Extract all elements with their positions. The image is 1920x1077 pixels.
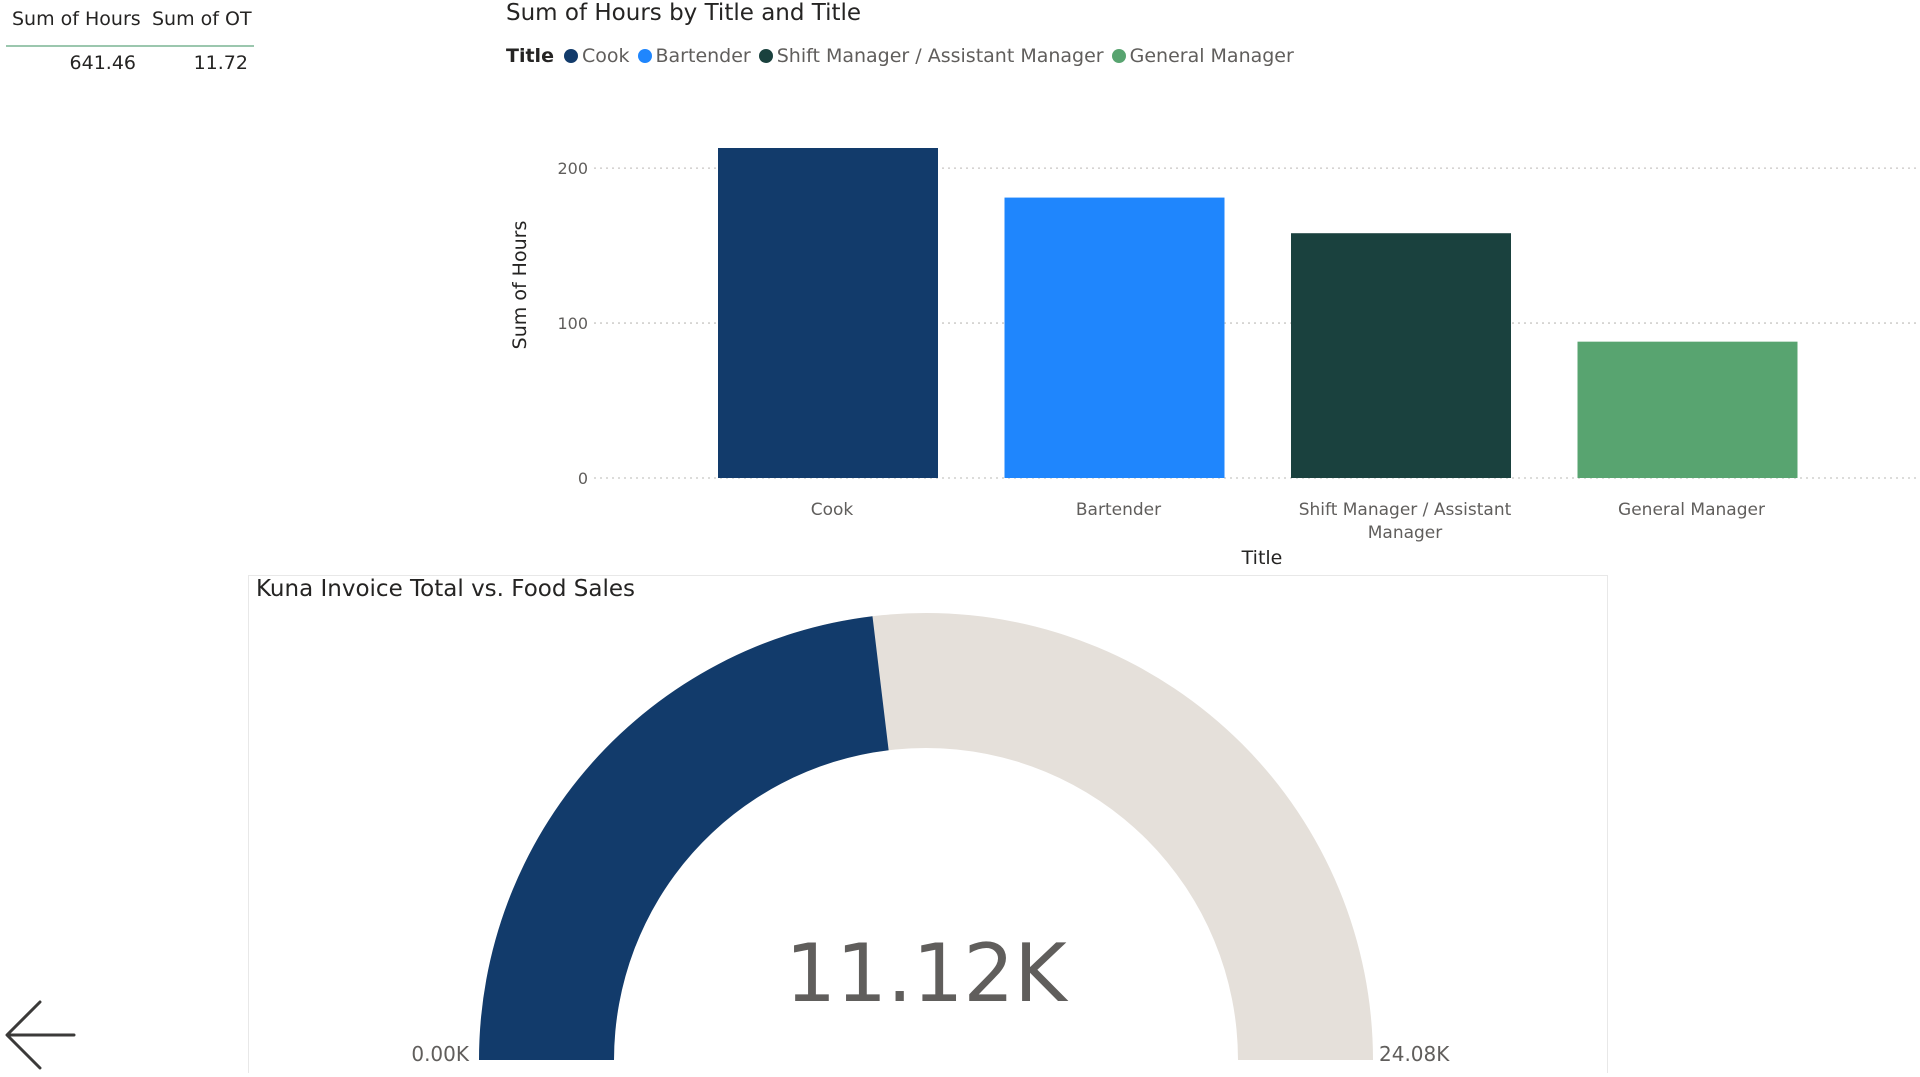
column-header-sum-of-ot[interactable]: Sum of OT xyxy=(152,8,252,30)
arrow-left-icon[interactable] xyxy=(0,995,80,1073)
table-header-divider xyxy=(6,45,254,47)
bar-bartender[interactable] xyxy=(1004,197,1225,479)
legend-item-cook[interactable]: Cook xyxy=(563,45,630,67)
x-axis-title: Title xyxy=(1241,547,1283,569)
bar-general-manager[interactable] xyxy=(1577,341,1798,478)
gauge-min-label: 0.00K xyxy=(411,1042,470,1066)
legend-dot-general-manager xyxy=(1111,49,1126,63)
legend-label-cook: Cook xyxy=(581,45,630,67)
legend-item-general-manager[interactable]: General Manager xyxy=(1111,45,1294,67)
legend-dot-shift-manager xyxy=(758,49,773,63)
x-tick-label: Bartender xyxy=(1076,500,1161,520)
gauge-value-label: 11.12K xyxy=(785,927,1069,1020)
bar-chart-title: Sum of Hours by Title and Title xyxy=(506,0,862,26)
cell-sum-of-hours: 641.46 xyxy=(69,52,136,74)
gauge-visual[interactable]: Kuna Invoice Total vs. Food Sales 11.12K… xyxy=(248,575,1608,1073)
legend-label-shift-manager: Shift Manager / Assistant Manager xyxy=(776,45,1104,67)
bar-shift-manager-assistant-manager[interactable] xyxy=(1291,233,1511,478)
y-tick-label: 200 xyxy=(557,159,588,178)
legend-item-bartender[interactable]: Bartender xyxy=(637,45,751,67)
bar-cook[interactable] xyxy=(718,148,938,478)
y-tick-label: 100 xyxy=(557,314,588,333)
y-axis-title: Sum of Hours xyxy=(509,221,531,350)
legend-dot-bartender xyxy=(637,49,652,63)
cell-sum-of-ot: 11.72 xyxy=(193,52,248,74)
gauge-svg: 11.12K 0.00K 24.08K xyxy=(411,613,1450,1066)
gauge-fill[interactable] xyxy=(479,616,889,1060)
bar-chart-svg: 0 100 200 Sum of Hours Cook Bartender Shift Ma… xyxy=(509,148,1920,569)
x-tick-label: Shift Manager / Assistant xyxy=(1299,500,1512,520)
bar-chart-visual[interactable]: 0 100 200 Sum of Hours Cook Bartender Shift Ma… xyxy=(498,0,1920,575)
legend-item-shift-manager[interactable]: Shift Manager / Assistant Manager xyxy=(758,45,1104,67)
x-tick-label: Manager xyxy=(1368,523,1443,543)
x-tick-label: Cook xyxy=(811,500,854,520)
bar-chart-legend: Title Cook Bartender Shift Manager / Ass… xyxy=(506,43,1302,69)
legend-dot-cook xyxy=(563,49,578,63)
legend-title: Title xyxy=(506,45,554,67)
legend-label-general-manager: General Manager xyxy=(1129,45,1294,67)
gauge-title: Kuna Invoice Total vs. Food Sales xyxy=(256,576,635,602)
column-header-sum-of-hours[interactable]: Sum of Hours xyxy=(12,8,141,30)
y-tick-label: 0 xyxy=(578,469,588,488)
x-tick-label: General Manager xyxy=(1618,500,1765,520)
summary-table: Sum of Hours Sum of OT 641.46 11.72 xyxy=(6,0,256,90)
legend-label-bartender: Bartender xyxy=(655,45,751,67)
gauge-max-label: 24.08K xyxy=(1379,1042,1450,1066)
